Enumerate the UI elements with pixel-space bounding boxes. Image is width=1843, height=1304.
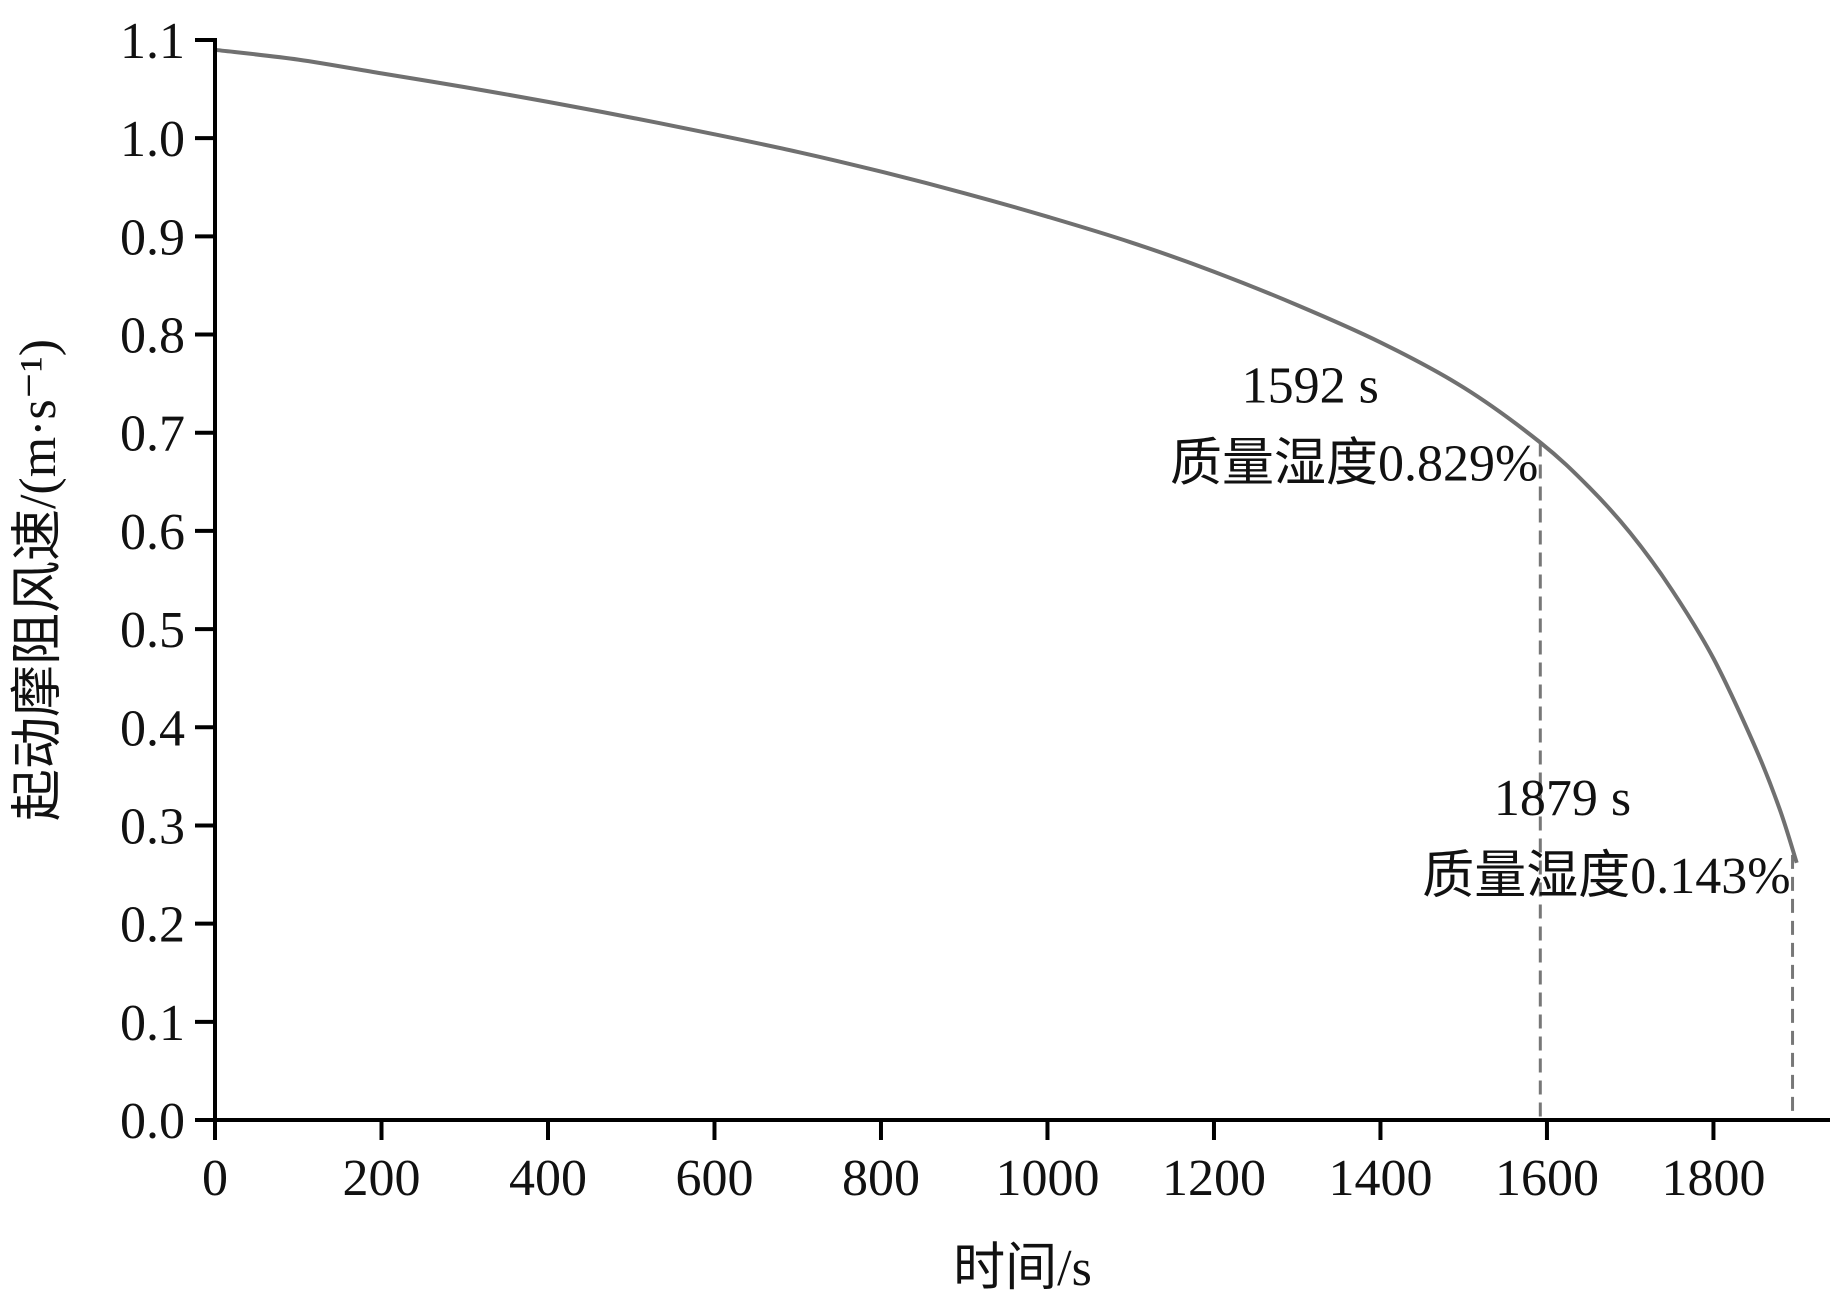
y-axis-ticks: 0.0 0.1 0.2 0.3 0.4 0.5 0.6 0.7 0.8 0.9 1.0 1.1 (120, 13, 215, 1150)
y-tick-label: 0.1 (120, 995, 185, 1052)
x-tick-label: 1400 (1328, 1150, 1432, 1207)
x-tick-label: 1800 (1661, 1150, 1765, 1207)
x-tick-label: 200 (342, 1150, 420, 1207)
annotation-group: 1592 s 质量湿度0.829% 1879 s 质量湿度0.143% (1170, 358, 1791, 905)
annotation-time-label: 1592 s (1242, 358, 1379, 415)
x-axis-ticks: 0 200 400 600 800 1000 1200 1400 1600 1800 (202, 1120, 1765, 1207)
x-tick-label: 600 (675, 1150, 753, 1207)
y-tick-label: 1.0 (120, 111, 185, 168)
x-tick-label: 400 (509, 1150, 587, 1207)
y-tick-label: 0.5 (120, 602, 185, 659)
x-tick-label: 1000 (995, 1150, 1099, 1207)
y-tick-label: 0.6 (120, 504, 185, 561)
x-tick-label: 1600 (1495, 1150, 1599, 1207)
y-tick-label: 0.8 (120, 308, 185, 365)
y-tick-label: 0.2 (120, 897, 185, 954)
y-tick-label: 0.4 (120, 700, 185, 757)
y-tick-label: 1.1 (120, 13, 185, 70)
x-axis-title: 时间/s (953, 1240, 1092, 1297)
x-tick-label: 1200 (1162, 1150, 1266, 1207)
x-tick-label: 0 (202, 1150, 228, 1207)
y-tick-label: 0.3 (120, 798, 185, 855)
y-tick-label: 0.7 (120, 406, 185, 463)
y-axis-title: 起动摩阻风速/(m·s⁻¹) (10, 339, 67, 821)
annotation-moisture-label: 质量湿度0.143% (1422, 848, 1790, 905)
annotation-time-label: 1879 s (1494, 770, 1631, 827)
annotation-moisture-label: 质量湿度0.829% (1170, 436, 1538, 493)
series-line (214, 47, 1799, 864)
y-tick-label: 0.0 (120, 1093, 185, 1150)
y-tick-label: 0.9 (120, 209, 185, 266)
annotation-dropline-group (1538, 442, 1795, 1120)
x-tick-label: 800 (842, 1150, 920, 1207)
